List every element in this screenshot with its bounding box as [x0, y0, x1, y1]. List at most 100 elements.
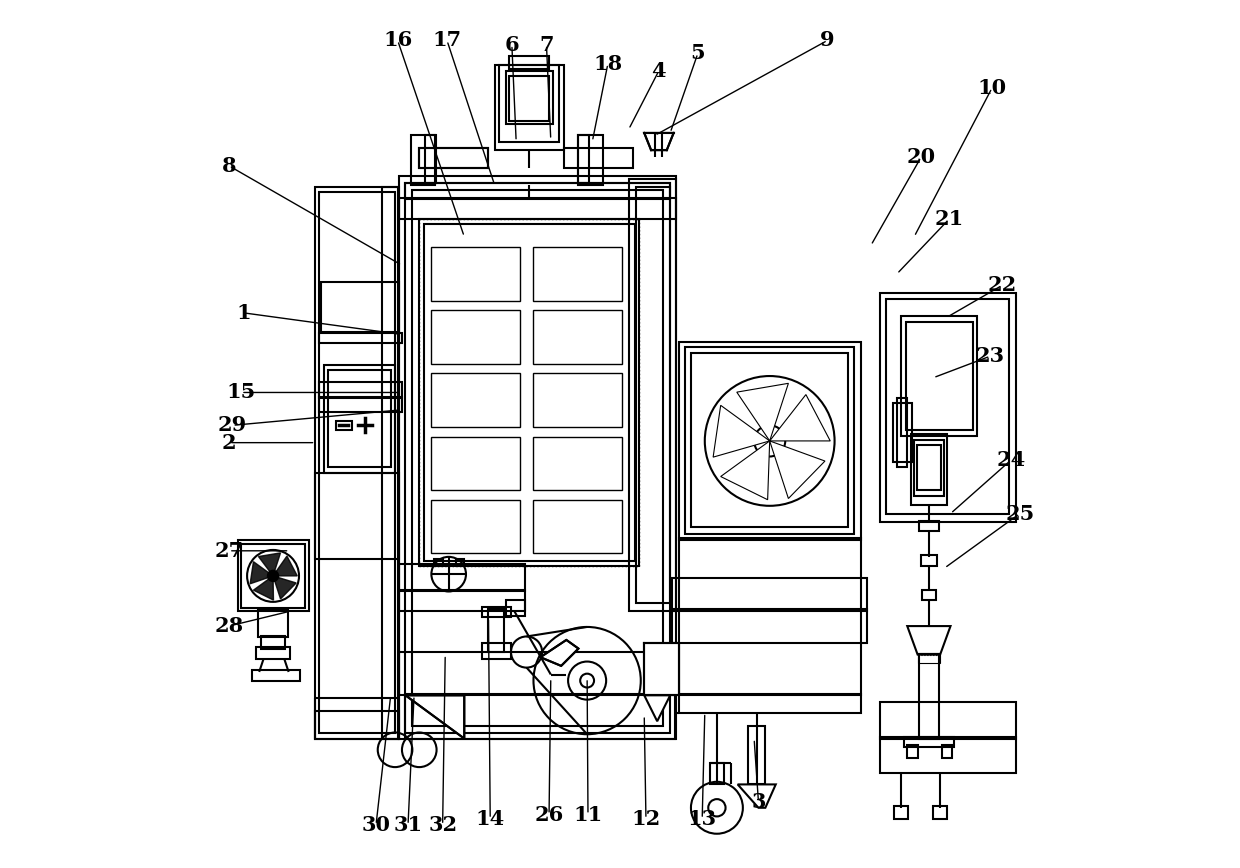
Polygon shape	[258, 553, 280, 575]
Text: 8: 8	[222, 155, 236, 176]
Text: 5: 5	[691, 43, 706, 63]
Polygon shape	[720, 441, 770, 500]
Polygon shape	[738, 785, 776, 808]
Bar	[432, 437, 520, 490]
Bar	[678, 694, 861, 713]
Polygon shape	[273, 556, 298, 575]
Bar	[241, 544, 305, 608]
Bar	[399, 652, 676, 695]
Polygon shape	[250, 562, 273, 584]
Bar	[319, 382, 402, 398]
Bar	[506, 600, 525, 615]
Text: 14: 14	[476, 809, 505, 829]
Bar	[629, 179, 676, 611]
Bar	[405, 694, 676, 739]
Bar	[910, 434, 947, 505]
Text: 29: 29	[218, 416, 247, 436]
Bar	[918, 653, 940, 663]
Bar	[672, 608, 867, 643]
Bar	[399, 198, 676, 220]
Bar	[319, 192, 396, 733]
Text: 24: 24	[997, 450, 1025, 470]
Circle shape	[580, 674, 594, 687]
Polygon shape	[737, 384, 789, 441]
Bar	[252, 670, 300, 681]
Bar	[919, 521, 939, 531]
Bar	[923, 589, 936, 600]
Bar	[879, 293, 1017, 523]
Bar	[405, 183, 670, 199]
Polygon shape	[541, 640, 579, 666]
Text: 13: 13	[688, 809, 717, 829]
Bar	[319, 332, 402, 343]
Text: 28: 28	[215, 616, 243, 636]
Bar	[921, 556, 936, 566]
Bar	[405, 183, 670, 733]
Bar	[419, 148, 489, 168]
Bar	[481, 643, 511, 659]
Bar	[432, 500, 520, 554]
Bar	[916, 445, 941, 490]
Circle shape	[268, 570, 278, 581]
Bar	[255, 647, 290, 659]
Bar	[336, 421, 352, 430]
Text: 9: 9	[821, 30, 835, 50]
Bar	[678, 538, 861, 695]
Polygon shape	[405, 695, 464, 739]
Text: 26: 26	[534, 805, 564, 825]
Text: 18: 18	[593, 54, 622, 74]
Bar	[579, 135, 603, 185]
Bar	[329, 370, 391, 467]
Bar	[321, 282, 399, 332]
Bar	[399, 564, 525, 591]
Text: 17: 17	[433, 30, 461, 50]
Text: 22: 22	[988, 275, 1017, 295]
Bar	[510, 76, 549, 121]
Text: 23: 23	[976, 346, 1004, 366]
Bar	[498, 65, 559, 141]
Bar	[315, 473, 398, 560]
Text: 11: 11	[573, 805, 603, 825]
Bar	[324, 365, 396, 473]
Bar	[636, 187, 670, 602]
Bar	[432, 310, 520, 364]
Text: 30: 30	[362, 815, 391, 835]
Bar	[399, 589, 525, 611]
Bar	[691, 352, 848, 528]
Bar	[579, 135, 589, 183]
Text: 12: 12	[631, 809, 661, 829]
Bar	[914, 440, 944, 496]
Bar	[879, 702, 1017, 739]
Polygon shape	[713, 405, 770, 457]
Text: 27: 27	[215, 541, 243, 561]
Bar	[533, 437, 621, 490]
Bar	[260, 635, 285, 648]
Bar	[905, 321, 973, 430]
Text: 21: 21	[934, 209, 963, 229]
Bar	[893, 403, 911, 462]
Bar	[533, 373, 621, 427]
Bar	[432, 247, 520, 300]
Text: 10: 10	[977, 78, 1007, 98]
Polygon shape	[253, 575, 274, 600]
Bar	[481, 607, 511, 617]
Bar	[495, 65, 564, 150]
Bar	[678, 342, 861, 540]
Text: 20: 20	[906, 148, 936, 168]
Text: 6: 6	[505, 35, 520, 55]
Text: 7: 7	[539, 35, 554, 55]
Polygon shape	[770, 395, 831, 441]
Polygon shape	[645, 133, 673, 150]
Bar	[942, 746, 952, 759]
Bar	[424, 224, 635, 562]
Bar	[879, 737, 1017, 773]
Bar	[934, 806, 947, 819]
Bar	[897, 398, 908, 467]
Bar	[410, 135, 435, 185]
Bar	[904, 737, 954, 747]
Polygon shape	[273, 575, 296, 599]
Bar	[382, 187, 398, 739]
Bar	[419, 148, 489, 168]
Bar	[748, 726, 765, 785]
Text: 31: 31	[393, 815, 423, 835]
